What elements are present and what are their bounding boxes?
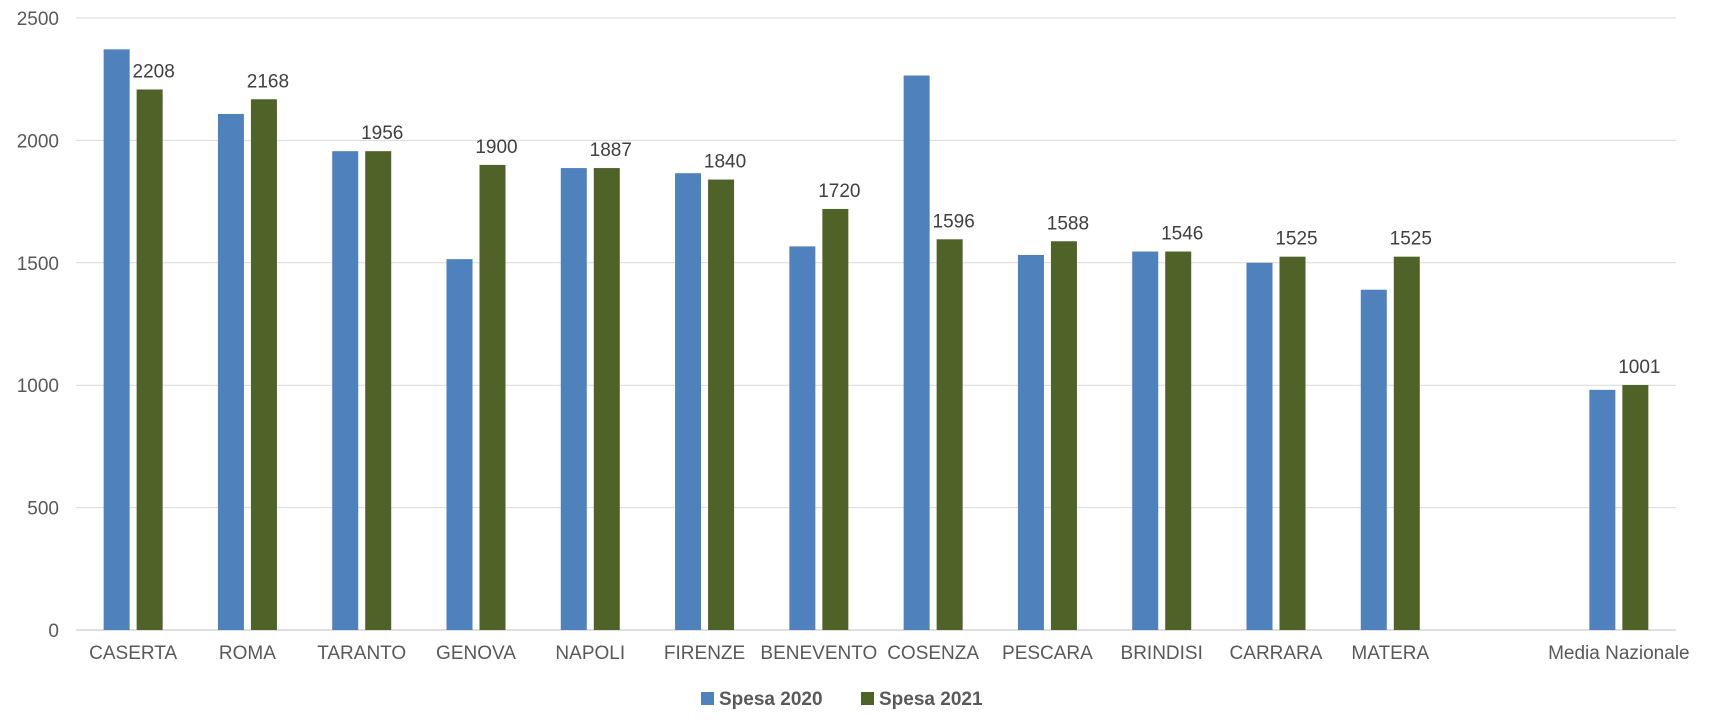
legend-swatch xyxy=(861,692,874,705)
x-tick-label: NAPOLI xyxy=(555,643,625,664)
bar-spesa-2020 xyxy=(1589,389,1616,630)
x-tick-label: CASERTA xyxy=(89,643,177,664)
bar-spesa-2020 xyxy=(675,173,702,631)
data-label: 1840 xyxy=(704,152,746,173)
data-label: 1001 xyxy=(1618,357,1660,378)
bar-spesa-2021 xyxy=(593,168,620,631)
gridlines xyxy=(76,17,1676,631)
y-tick-label: 2000 xyxy=(17,131,59,152)
x-tick-label: BRINDISI xyxy=(1121,643,1203,664)
x-tick-label: GENOVA xyxy=(436,643,516,664)
bar-spesa-2021 xyxy=(365,151,392,630)
x-tick-label: BENEVENTO xyxy=(760,643,877,664)
bar-spesa-2021 xyxy=(822,208,849,630)
x-tick-label: FIRENZE xyxy=(664,643,745,664)
bar-spesa-2021 xyxy=(1165,251,1192,631)
x-tick-label: PESCARA xyxy=(1002,643,1093,664)
bar-spesa-2020 xyxy=(103,49,130,630)
data-label: 1720 xyxy=(818,181,860,202)
data-label: 1525 xyxy=(1390,229,1432,250)
bar-spesa-2020 xyxy=(446,259,473,630)
y-tick-label: 1500 xyxy=(17,254,59,275)
x-tick-label: TARANTO xyxy=(317,643,406,664)
bar-spesa-2021 xyxy=(479,164,506,630)
x-tick-label: ROMA xyxy=(219,643,276,664)
data-label: 1546 xyxy=(1161,224,1203,245)
x-tick-label: CARRARA xyxy=(1230,643,1323,664)
x-axis-tick-labels: CASERTA ROMA TARANTO GENOVA NAPOLI FIRENZE BEN… xyxy=(89,643,1689,664)
bar-spesa-2021 xyxy=(1622,384,1649,630)
data-label: 1596 xyxy=(933,211,975,232)
bar-spesa-2020 xyxy=(1017,254,1044,630)
bar-spesa-2021 xyxy=(1279,256,1306,630)
bar-spesa-2020 xyxy=(332,151,359,630)
bars xyxy=(103,49,1649,631)
x-tick-label: Media Nazionale xyxy=(1548,643,1690,664)
legend-swatch xyxy=(701,692,714,705)
bar-spesa-2021 xyxy=(250,99,277,630)
legend-label: Spesa 2021 xyxy=(879,689,983,710)
bar-spesa-2020 xyxy=(903,75,930,630)
data-label: 1525 xyxy=(1275,229,1317,250)
x-tick-label: MATERA xyxy=(1351,643,1429,664)
x-tick-label: COSENZA xyxy=(887,643,979,664)
data-label: 1956 xyxy=(361,123,403,144)
y-tick-label: 2500 xyxy=(17,9,59,30)
bar-spesa-2021 xyxy=(136,89,163,631)
data-label: 1900 xyxy=(475,137,517,158)
bar-spesa-2021 xyxy=(936,239,963,630)
y-tick-label: 0 xyxy=(48,621,59,642)
y-tick-label: 1000 xyxy=(17,376,59,397)
bar-spesa-2021 xyxy=(1393,256,1420,630)
bar-spesa-2020 xyxy=(789,246,816,630)
legend: Spesa 2020 Spesa 2021 xyxy=(701,689,983,710)
data-label: 1887 xyxy=(590,140,632,161)
data-labels: 2208 2168 1956 1900 1887 1840 1720 1596 1588 1546… xyxy=(133,61,1661,377)
bar-spesa-2020 xyxy=(1132,251,1159,631)
y-tick-label: 500 xyxy=(27,499,59,520)
data-label: 2208 xyxy=(133,61,175,82)
data-label: 2168 xyxy=(247,71,289,92)
bar-spesa-2020 xyxy=(1360,289,1387,630)
bar-spesa-2020 xyxy=(560,168,587,631)
bar-spesa-2021 xyxy=(1050,241,1077,630)
bar-spesa-2020 xyxy=(217,113,244,630)
bar-spesa-2021 xyxy=(708,179,735,630)
bar-spesa-2020 xyxy=(1246,262,1273,630)
legend-label: Spesa 2020 xyxy=(719,689,823,710)
y-axis-tick-labels: 0 500 1000 1500 2000 2500 xyxy=(17,9,59,642)
data-label: 1588 xyxy=(1047,213,1089,234)
